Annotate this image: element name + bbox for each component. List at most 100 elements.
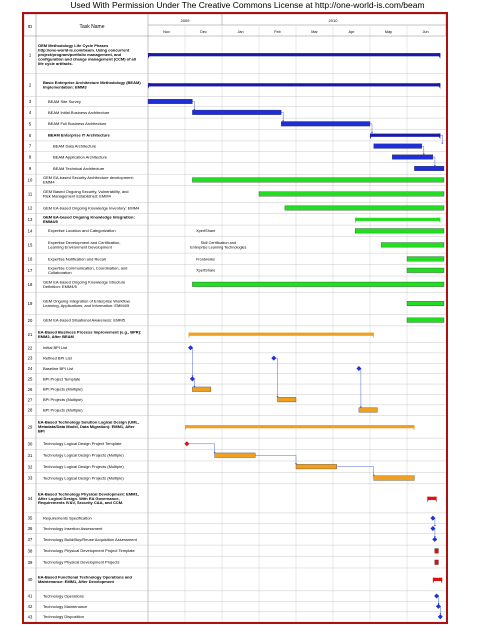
gantt-sheet: ID Task Name 2009 2010 Nov Dec Jan Feb Mar Apr May… bbox=[22, 12, 448, 624]
task-name-10: GEM EA-based Security Architecture devel… bbox=[43, 175, 134, 184]
summary-bar-34 bbox=[427, 496, 437, 500]
dependency-link-35-36 bbox=[432, 517, 436, 527]
dependency-link-31-32 bbox=[255, 455, 297, 465]
task-id-20: 20 bbox=[28, 318, 33, 323]
task-id-27: 27 bbox=[28, 397, 33, 402]
summary-end-cap-6 bbox=[437, 133, 441, 140]
dependency-link-32-33 bbox=[336, 466, 374, 476]
task-name-39: Technology Physical Development Projects bbox=[43, 560, 119, 565]
dependency-arrow-24-28 bbox=[359, 406, 362, 409]
summary-start-cap-21 bbox=[188, 332, 192, 339]
task-name-41: Technology Operations bbox=[43, 593, 84, 598]
resource-note-17: XpertShare bbox=[196, 269, 215, 273]
summary-bar-13 bbox=[355, 217, 441, 221]
summary-bar-40 bbox=[432, 577, 443, 582]
task-id-37: 37 bbox=[28, 537, 33, 542]
task-bar-26 bbox=[192, 386, 212, 392]
task-id-31: 31 bbox=[28, 453, 33, 458]
task-name-4: BEAM Initial Business Architecture bbox=[48, 110, 110, 115]
timescale-month-nov: Nov bbox=[163, 30, 170, 34]
milestone-37 bbox=[432, 536, 438, 542]
task-bar-8 bbox=[392, 154, 434, 160]
task-name-16: Expertise Notification and Recall bbox=[48, 256, 106, 261]
dependency-arrow-41-42 bbox=[437, 603, 440, 605]
task-bar-20 bbox=[406, 317, 445, 323]
dependency-link-7-8 bbox=[421, 145, 424, 155]
task-name-2: Basic Enterprise Architecture Methodolog… bbox=[43, 80, 141, 89]
timescale-month-dec: Dec bbox=[200, 30, 207, 34]
milestone-23 bbox=[271, 355, 277, 361]
task-id-26: 26 bbox=[28, 387, 33, 392]
task-name-35: Requirements Specification bbox=[43, 515, 92, 520]
timescale-year-2010: 2010 bbox=[329, 18, 339, 23]
summary-start-cap-13 bbox=[355, 217, 359, 224]
task-name-column-header: Task Name bbox=[79, 24, 104, 30]
task-name-13: GEM EA-based Ongoing Knowledge Integrati… bbox=[43, 215, 135, 224]
task-id-19: 19 bbox=[28, 301, 33, 306]
task-bar-15 bbox=[380, 242, 445, 248]
dependency-arrow-35-36 bbox=[433, 525, 436, 527]
task-name-14: Expertise Location and Categorization bbox=[48, 228, 116, 233]
task-name-29: EA-Based Technology Solution Logical Des… bbox=[38, 420, 139, 434]
dependency-link-41-42 bbox=[436, 595, 439, 605]
task-id-25: 25 bbox=[28, 376, 33, 381]
task-id-12: 12 bbox=[28, 206, 33, 211]
license-note: Used With Permission Under The Creative … bbox=[70, 0, 425, 10]
task-id-24: 24 bbox=[28, 366, 33, 371]
task-id-28: 28 bbox=[28, 408, 33, 413]
dependency-arrow-36-37 bbox=[433, 535, 436, 538]
task-name-19: GEM Ongoing Integration of Enterprise Wo… bbox=[43, 299, 131, 308]
task-id-34: 34 bbox=[28, 496, 33, 501]
task-id-7: 7 bbox=[29, 144, 32, 149]
task-id-13: 13 bbox=[28, 217, 33, 222]
timescale-month-feb: Feb bbox=[274, 30, 281, 34]
task-name-40: EA-Based Functional Technology Operation… bbox=[38, 575, 132, 584]
task-bar-7 bbox=[373, 143, 422, 149]
task-id-41: 41 bbox=[28, 594, 33, 599]
summary-start-cap-34 bbox=[427, 496, 431, 503]
dependency-arrow-5-6 bbox=[371, 131, 373, 134]
dependency-arrow-3-4 bbox=[193, 108, 196, 111]
task-id-3: 3 bbox=[29, 99, 32, 104]
task-id-9: 9 bbox=[29, 166, 32, 171]
dependency-arrow-31-32 bbox=[295, 463, 297, 465]
dependency-link-42-43 bbox=[438, 606, 441, 615]
resource-note-16: Frontworks bbox=[196, 257, 215, 261]
dependency-arrow-8-9 bbox=[433, 165, 436, 167]
task-name-5: BEAM Full Business Architecture bbox=[48, 121, 107, 126]
task-id-6: 6 bbox=[29, 133, 32, 138]
dependency-link-23-27 bbox=[273, 357, 278, 398]
summary-start-cap-6 bbox=[370, 133, 373, 140]
task-bar-5 bbox=[281, 121, 371, 127]
dependency-link-4-5 bbox=[281, 112, 284, 122]
resource-note-14: XpertShare bbox=[196, 229, 215, 233]
task-bar-16 bbox=[406, 256, 445, 262]
task-id-38: 38 bbox=[28, 548, 33, 553]
task-id-40: 40 bbox=[28, 577, 33, 582]
task-name-33: Technology Logical Design Projects (Mult… bbox=[43, 475, 124, 480]
task-id-35: 35 bbox=[28, 516, 33, 521]
timescale-month-apr: Apr bbox=[349, 30, 356, 34]
task-bar-33 bbox=[373, 475, 415, 481]
task-id-4: 4 bbox=[29, 110, 32, 115]
task-name-36: Technology Insertion Assessment bbox=[43, 526, 103, 531]
task-id-30: 30 bbox=[28, 441, 33, 446]
summary-end-cap-2 bbox=[437, 83, 441, 89]
timescale-month-jun: Jun bbox=[422, 30, 428, 34]
task-bar-9 bbox=[414, 166, 445, 171]
dependency-link-30-31 bbox=[186, 443, 215, 453]
task-id-33: 33 bbox=[28, 476, 33, 481]
task-bar-31 bbox=[214, 452, 256, 458]
task-id-42: 42 bbox=[28, 604, 33, 609]
dependency-arrow-32-33 bbox=[372, 474, 375, 477]
task-id-1: 1 bbox=[29, 52, 32, 57]
id-column-header: ID bbox=[28, 24, 33, 29]
summary-end-cap-13 bbox=[437, 217, 441, 224]
task-bar-18 bbox=[192, 281, 445, 287]
task-name-12: GEM EA-based Ongoing Knowledge Inventory… bbox=[43, 205, 140, 210]
task-name-26: BPI Projects (Multiple) bbox=[43, 387, 83, 392]
summary-start-cap-1 bbox=[148, 53, 151, 59]
dependency-link-6-7 bbox=[440, 135, 443, 144]
dependency-link-22-25 bbox=[190, 347, 193, 377]
